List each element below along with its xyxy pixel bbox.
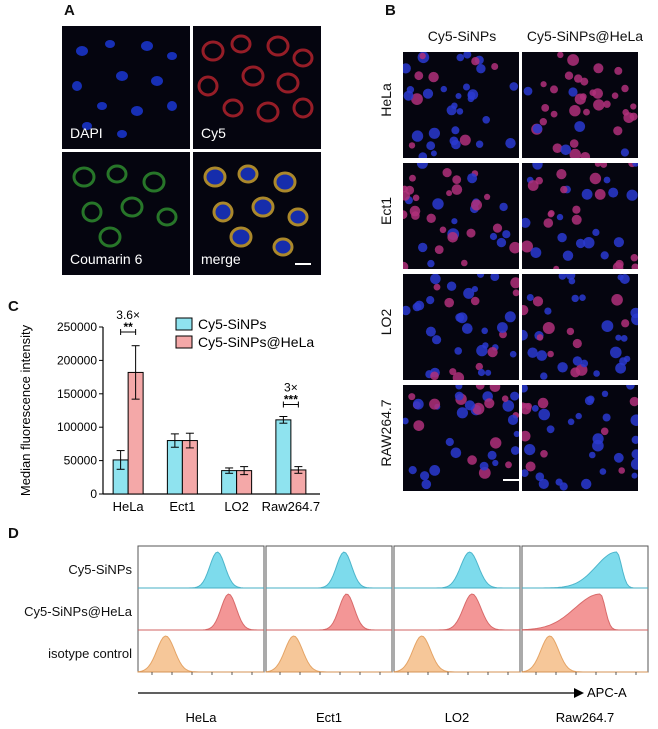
histogram-cy5-sinps <box>266 551 392 589</box>
col-header-cy5-sinps-hela: Cy5-SiNPs@HeLa <box>526 28 644 44</box>
micro-lo2-cy5-sinps <box>403 274 519 380</box>
micro-merge: merge <box>193 152 321 275</box>
col-header-cy5-sinps: Cy5-SiNPs <box>427 28 497 44</box>
y-tick-label: 0 <box>90 487 97 501</box>
row-header-ect1: Ect1 <box>378 197 394 226</box>
apc-axis-label: APC-A <box>587 685 627 700</box>
micro-hela-cy5-sinps-hela <box>522 52 638 158</box>
cell-type-label: LO2 <box>445 710 470 725</box>
flow-row-label-iso: isotype control <box>48 646 132 661</box>
legend-swatch <box>175 317 193 331</box>
x-tick-label: LO2 <box>224 499 249 514</box>
legend-label: Cy5-SiNPs <box>198 316 266 332</box>
micro-raw2647-cy5-sinps-hela <box>522 385 638 491</box>
histogram-isotype <box>521 635 648 673</box>
micro-dapi: DAPI <box>62 26 190 149</box>
histogram-cy5-sinps-hela <box>521 593 648 631</box>
y-tick-label: 150000 <box>57 387 97 401</box>
bar-ect1-cy5-sinps <box>166 440 183 495</box>
panel-label-a: A <box>64 2 75 19</box>
histogram-isotype <box>393 635 520 673</box>
micro-ect1-cy5-sinps-hela <box>522 163 638 269</box>
histogram-cy5-sinps-hela <box>394 593 520 631</box>
flow-row-label-hela: Cy5-SiNPs@HeLa <box>24 604 132 619</box>
row-header-raw264: RAW264.7 <box>378 399 394 467</box>
histogram-isotype <box>265 635 392 673</box>
bar-ect1-cy5-sinps-hela <box>181 440 198 495</box>
micro-hela-cy5-sinps <box>403 52 519 158</box>
bar-lo2-cy5-sinps <box>221 470 238 495</box>
panel-label-c: C <box>8 298 19 315</box>
fold-change-label: 3× <box>284 381 298 395</box>
flow-row-label-cy5: Cy5-SiNPs <box>68 562 132 577</box>
legend-swatch <box>175 335 193 349</box>
y-tick-label: 100000 <box>57 420 97 434</box>
row-header-lo2: LO2 <box>378 308 394 336</box>
micro-lo2-cy5-sinps-hela <box>522 274 638 380</box>
histogram-cy5-sinps <box>522 551 648 589</box>
scale-bar-b <box>503 479 519 481</box>
micro-ect1-cy5-sinps <box>403 163 519 269</box>
panel-label-b: B <box>385 2 396 19</box>
merge-image <box>203 164 309 257</box>
dapi-image <box>72 40 177 138</box>
label-dapi: DAPI <box>70 125 103 141</box>
label-cy5: Cy5 <box>201 125 226 141</box>
histogram-cy5-sinps <box>394 551 520 589</box>
micro-coumarin: Coumarin 6 <box>62 152 190 275</box>
fold-change-label: 3.6× <box>116 308 140 322</box>
histogram-cy5-sinps-hela <box>138 593 264 631</box>
micro-cy5: Cy5 <box>193 26 321 149</box>
apc-axis-arrow <box>574 688 584 698</box>
y-tick-label: 200000 <box>57 353 97 367</box>
histogram-cy5-sinps <box>138 551 264 589</box>
row-header-hela: HeLa <box>378 83 394 117</box>
histogram-isotype <box>137 635 264 673</box>
micro-raw2647-cy5-sinps <box>403 385 519 491</box>
x-tick-label: HeLa <box>113 499 145 514</box>
coumarin-image <box>72 164 178 248</box>
label-coumarin: Coumarin 6 <box>70 251 143 267</box>
significance-stars: *** <box>284 393 298 407</box>
bar-raw264.7-cy5-sinps <box>275 419 292 495</box>
cy5-image <box>197 34 314 123</box>
y-tick-label: 250000 <box>57 320 97 334</box>
significance-stars: ** <box>123 320 133 334</box>
y-tick-label: 50000 <box>64 454 98 468</box>
histogram-cy5-sinps-hela <box>266 593 392 631</box>
y-axis-label: Median fluorescence intensity <box>18 324 33 496</box>
panel-label-d: D <box>8 525 19 542</box>
x-tick-label: Ect1 <box>169 499 195 514</box>
x-tick-label: Raw264.7 <box>262 499 321 514</box>
cell-type-label: Raw264.7 <box>556 710 615 725</box>
cell-type-label: HeLa <box>185 710 217 725</box>
legend-label: Cy5-SiNPs@HeLa <box>198 334 314 350</box>
cell-type-label: Ect1 <box>316 710 342 725</box>
label-merge: merge <box>201 251 241 267</box>
scale-bar <box>295 263 311 265</box>
flow-cytometry: HeLa Ect1 LO2 Raw264.7 APC-A <box>137 545 649 725</box>
bar-chart: 0 50000 100000 150000 200000 250000 Median flu… <box>18 308 321 514</box>
